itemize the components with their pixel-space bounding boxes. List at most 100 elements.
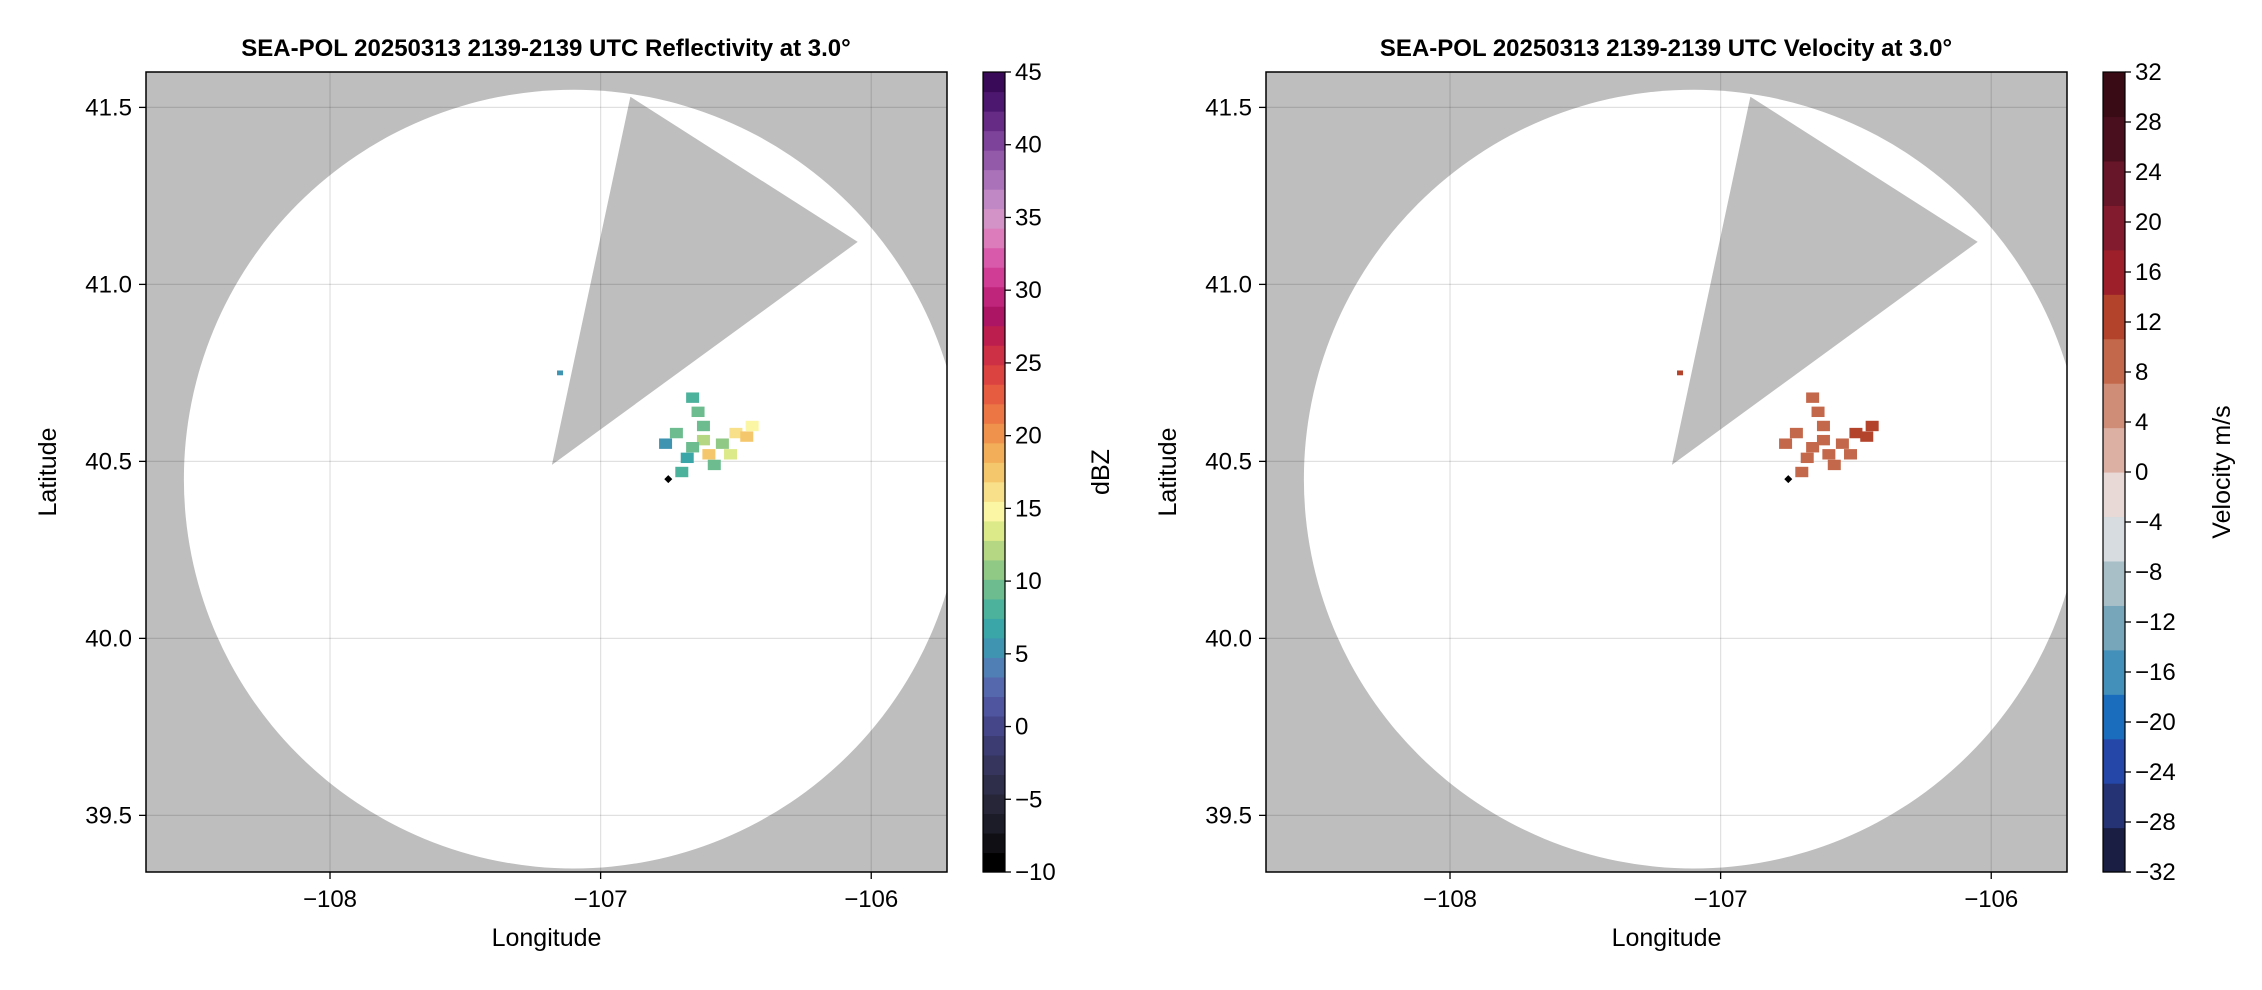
vel-colorbar-tick-label: 20 <box>2135 209 2162 236</box>
vel-colorbar-segment <box>2103 205 2125 251</box>
refl-colorbar-tick-label: 15 <box>1015 495 1042 522</box>
refl-plot-area <box>146 72 947 872</box>
vel-echo-cell <box>1827 459 1841 471</box>
refl-blocked-sector <box>551 96 858 465</box>
vel-plot-area <box>1266 72 2067 872</box>
vel-colorbar-tick-label: 16 <box>2135 259 2162 286</box>
vel-echo-cell <box>1822 449 1836 460</box>
vel-colorbar-segment <box>2103 338 2125 384</box>
refl-colorbar-segment <box>983 228 1005 249</box>
vel-colorbar-segment <box>2103 427 2125 473</box>
vel-axes-frame <box>1265 71 2068 873</box>
vel-colorbar-tick-label: −16 <box>2135 659 2176 686</box>
refl-echo-cell <box>696 434 710 446</box>
refl-ytick-label: 41.0 <box>85 271 132 298</box>
vel-colorbar-segment <box>2103 560 2125 606</box>
vel-colorbar-segment <box>2103 783 2125 829</box>
refl-colorbar-segment <box>983 189 1005 210</box>
vel-colorbar-segment <box>2103 738 2125 784</box>
refl-ytick-label: 40.5 <box>85 448 132 475</box>
vel-echo-cell <box>1849 427 1863 439</box>
vel-echo-cell <box>1806 442 1820 453</box>
refl-colorbar-segment <box>983 657 1005 678</box>
refl-colorbar-segment <box>983 559 1005 580</box>
refl-colorbar-segment <box>983 384 1005 405</box>
refl-colorbar-segment <box>983 345 1005 366</box>
refl-colorbar-segment <box>983 150 1005 171</box>
refl-colorbar-segment <box>983 501 1005 522</box>
vel-xaxis-label: Longitude <box>1612 924 1722 952</box>
refl-echo-cell <box>707 459 721 471</box>
vel-echo-cell <box>1816 420 1830 432</box>
vel-echo-cell <box>1865 420 1879 432</box>
vel-colorbar-segment <box>2103 294 2125 340</box>
vel-echo-cell <box>1811 406 1825 418</box>
vel-echo-cell <box>1835 438 1849 449</box>
vel-colorbar-segment <box>2103 472 2125 518</box>
refl-radar-site-marker <box>664 475 673 484</box>
refl-echo-cell <box>696 420 710 432</box>
refl-yaxis-label: Latitude <box>34 428 62 517</box>
refl-ytick-label: 39.5 <box>85 802 132 829</box>
refl-colorbar-segment <box>983 618 1005 639</box>
vel-colorbar-tick-label: −20 <box>2135 709 2176 736</box>
refl-colorbar-segment <box>983 852 1005 873</box>
refl-colorbar-segment <box>983 364 1005 385</box>
refl-colorbar-segment <box>983 72 1005 93</box>
refl-colorbar-label: dBZ <box>1087 449 1115 495</box>
refl-colorbar-segment <box>983 286 1005 307</box>
refl-echo-cell <box>659 438 673 449</box>
refl-xtick-label: −108 <box>303 886 357 913</box>
vel-blocked-sector <box>1671 96 1978 465</box>
vel-xtick-label: −108 <box>1423 886 1477 913</box>
refl-xtick-label: −106 <box>844 886 898 913</box>
refl-colorbar-tick-label: −10 <box>1015 859 1056 886</box>
vel-colorbar-segment <box>2103 516 2125 562</box>
refl-echo-cell <box>745 420 759 432</box>
refl-echo-cell <box>686 442 700 453</box>
vel-ytick-label: 41.5 <box>1205 94 1252 121</box>
refl-colorbar-tick-label: 45 <box>1015 59 1042 86</box>
refl-colorbar-tick-label: 20 <box>1015 423 1042 450</box>
vel-xtick-label: −107 <box>1694 886 1748 913</box>
vel-colorbar-segment <box>2103 827 2125 873</box>
refl-colorbar-segment <box>983 793 1005 815</box>
refl-colorbar-segment <box>983 442 1005 463</box>
refl-colorbar-segment <box>983 676 1005 697</box>
refl-colorbar-segment <box>983 774 1005 795</box>
refl-colorbar-segment <box>983 813 1005 834</box>
refl-echo-cell <box>686 392 700 403</box>
refl-ytick-label: 40.0 <box>85 625 132 652</box>
refl-colorbar-segment <box>983 754 1005 776</box>
refl-colorbar-tick-label: 10 <box>1015 568 1042 595</box>
vel-radar-coverage <box>1304 89 2067 869</box>
refl-colorbar-segment <box>983 579 1005 600</box>
refl-colorbar-segment <box>983 325 1005 346</box>
refl-colorbar-segment <box>983 111 1005 132</box>
vel-colorbar-tick-label: −4 <box>2135 509 2162 536</box>
vel-colorbar-tick-label: 12 <box>2135 309 2162 336</box>
refl-echo-cell <box>675 466 689 478</box>
velocity-panel: SEA-POL 20250313 2139-2139 UTC Velocity … <box>1154 35 2236 952</box>
refl-echo-cell <box>715 438 729 449</box>
vel-echo-cell <box>1806 392 1820 403</box>
refl-echo-cell <box>740 431 754 442</box>
vel-colorbar-tick-label: −32 <box>2135 859 2176 886</box>
reflectivity-panel: SEA-POL 20250313 2139-2139 UTC Reflectiv… <box>34 35 1115 952</box>
refl-colorbar-tick-label: 25 <box>1015 350 1042 377</box>
refl-colorbar-segment <box>983 403 1005 424</box>
refl-echo-cell <box>724 449 738 460</box>
refl-colorbar-tick-label: 35 <box>1015 204 1042 231</box>
refl-colorbar-segment <box>983 598 1005 619</box>
vel-colorbar-tick-label: 32 <box>2135 59 2162 86</box>
vel-colorbar-tick-label: 28 <box>2135 109 2162 136</box>
vel-echo-cell <box>1789 427 1803 439</box>
refl-colorbar-tick-label: 30 <box>1015 277 1042 304</box>
refl-colorbar-segment <box>983 832 1005 854</box>
refl-colorbar-segment <box>983 715 1005 737</box>
refl-xtick-label: −107 <box>574 886 628 913</box>
vel-echo-cell <box>1779 438 1793 449</box>
refl-colorbar-segment <box>983 306 1005 327</box>
vel-colorbar-segment <box>2103 383 2125 429</box>
vel-echo-cell <box>1844 449 1858 460</box>
